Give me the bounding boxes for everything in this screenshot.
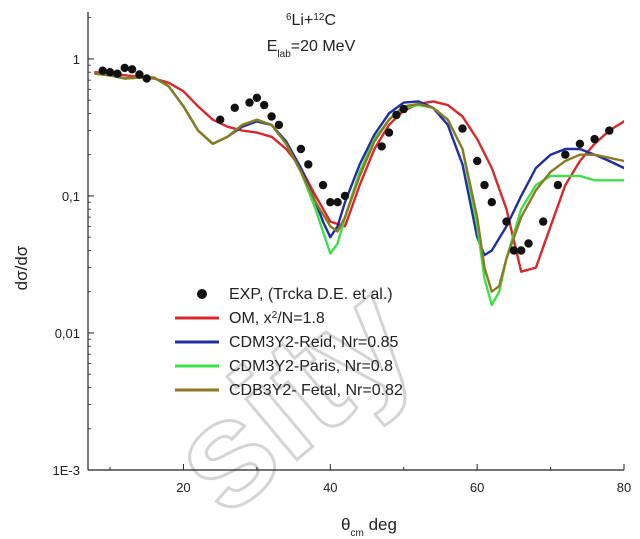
exp-point [267, 112, 276, 121]
y-axis-title: dσ/dσ [12, 245, 31, 290]
x-tick-label: 40 [323, 480, 337, 495]
exp-point [135, 70, 144, 79]
legend-label-1: CDM3Y2-Reid, Nr=0.85 [229, 334, 399, 351]
exp-point [230, 103, 239, 113]
legend-label-2: CDM3Y2-Paris, Nr=0.8 [229, 358, 393, 375]
legend-label-exp: EXP, (Trcka D.E. et al.) [229, 286, 393, 303]
exp-point [502, 217, 511, 226]
x-tick-label: 20 [176, 480, 190, 495]
exp-point [260, 100, 269, 110]
exp-point [326, 198, 335, 207]
exp-point [517, 246, 526, 255]
y-tick-label: 0,01 [55, 326, 80, 341]
y-tick-label: 0,1 [62, 189, 80, 204]
exp-point [575, 139, 585, 148]
exp-point [296, 144, 306, 154]
exp-point [553, 180, 563, 190]
exp-point [487, 198, 496, 207]
exp-point [98, 66, 107, 75]
exp-point [377, 142, 386, 151]
exp-point [509, 246, 519, 255]
exp-point [399, 104, 408, 114]
exp-point [142, 74, 151, 83]
exp-point [458, 124, 467, 133]
exp-point [605, 126, 614, 135]
x-tick-label: 80 [617, 480, 631, 495]
exp-point [340, 191, 350, 201]
exp-point [561, 150, 570, 159]
exp-point [245, 98, 254, 107]
exp-point [252, 93, 262, 103]
series-line-3 [94, 72, 624, 293]
exp-point [113, 69, 122, 78]
exp-point [304, 160, 313, 169]
series-line-1 [94, 72, 624, 257]
exp-point [473, 156, 482, 166]
y-tick-label: 1 [73, 52, 80, 67]
exp-point [120, 63, 129, 73]
series-line-2 [94, 72, 624, 307]
exp-point [590, 134, 599, 144]
exp-point [127, 65, 137, 74]
x-tick-label: 60 [470, 480, 484, 495]
exp-point [524, 239, 533, 248]
energy-annotation: Elab=20 MeV [267, 38, 356, 60]
exp-point [480, 180, 489, 190]
series-line-0 [94, 71, 624, 273]
legend-marker-exp [197, 289, 207, 299]
exp-point [392, 110, 401, 120]
x-axis-title: θcm deg [341, 515, 397, 539]
reaction-annotation: 6Li+12C [286, 12, 336, 30]
legend: EXP, (Trcka D.E. et al.) OM, x2/N=1.8 CDM3… [175, 286, 403, 399]
axes: 20 40 60 80 1 0,1 0,01 1E-3 [53, 12, 631, 495]
legend-label-0: OM, x2/N=1.8 [229, 310, 325, 328]
exp-point [274, 120, 284, 130]
y-tick-label: 1E-3 [53, 463, 80, 478]
exp-point [333, 198, 342, 207]
exp-point [384, 128, 394, 137]
plot-area [94, 63, 624, 307]
exp-point [105, 68, 115, 77]
exp-point [539, 217, 548, 226]
legend-label-3: CDB3Y2- Fetal, Nr=0.82 [229, 382, 403, 399]
exp-point [216, 115, 225, 124]
exp-point [318, 180, 328, 190]
